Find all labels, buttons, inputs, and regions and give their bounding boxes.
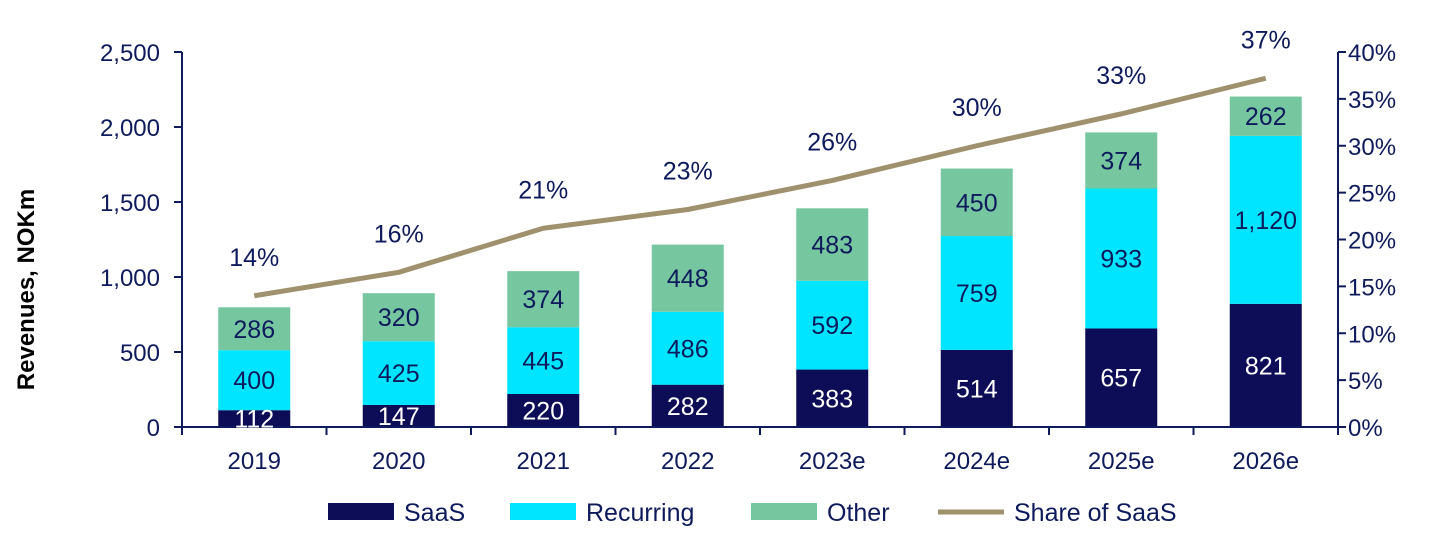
bar-recurring-2024e [940, 236, 1013, 350]
bar-saas-2019 [218, 410, 291, 427]
bar-saas-2020 [362, 404, 435, 427]
y-tick-label: 0 [147, 415, 160, 442]
data-label-saas-2024e: 514 [956, 375, 998, 403]
data-label-other-2025e: 374 [1100, 147, 1142, 175]
data-label-recurring-2022: 486 [667, 335, 709, 363]
y2-tick-label: 10% [1348, 321, 1396, 348]
x-tick-label-2022: 2022 [661, 448, 714, 475]
bar-other-2019 [218, 307, 291, 351]
data-label-recurring-2020: 425 [378, 360, 420, 388]
legend: SaaS Recurring Other Share of SaaS [328, 499, 1177, 527]
axes-layer: 0 500 1,000 1,500 2,000 2,500 0% 5% 10% 15% 20% 25%… [13, 40, 1396, 475]
legend-label-share-of-saas: Share of SaaS [1014, 499, 1177, 527]
y-tick-label: 2,000 [100, 115, 160, 142]
data-label-saas-2019: 112 [234, 406, 274, 434]
data-label-other-2024e: 450 [956, 189, 998, 217]
bar-other-2023e [796, 208, 869, 281]
data-label-saas-2022: 282 [667, 393, 709, 421]
bar-recurring-2019 [218, 350, 291, 411]
data-label-recurring-2025e: 933 [1100, 245, 1142, 273]
bar-saas-2021 [507, 394, 580, 427]
y2-tick-label: 35% [1348, 87, 1396, 114]
x-tick-label-2023e: 2023e [799, 448, 866, 475]
y2-tick-label: 0% [1348, 415, 1383, 442]
share-label-2023e: 26% [807, 128, 857, 156]
data-label-other-2020: 320 [378, 304, 420, 332]
data-label-other-2022: 448 [667, 265, 709, 293]
legend-label-saas: SaaS [404, 499, 465, 527]
bar-other-2024e [940, 168, 1013, 237]
share-of-saas-line [253, 75, 1267, 299]
bar-recurring-2022 [651, 311, 724, 385]
data-label-other-2023e: 483 [811, 232, 853, 260]
share-line-layer [253, 75, 1267, 299]
data-label-other-2019: 286 [233, 316, 275, 344]
data-label-saas-2021: 220 [522, 398, 564, 426]
y2-tick-label: 40% [1348, 40, 1396, 67]
y-tick-label: 1,000 [100, 265, 160, 292]
y2-tick-label: 30% [1348, 134, 1396, 161]
data-label-saas-2026e: 821 [1245, 352, 1287, 380]
data-label-recurring-2019: 400 [233, 367, 275, 395]
bar-recurring-2026e [1229, 135, 1302, 304]
y-axis-title: Revenues, NOKm [13, 189, 40, 390]
legend-swatch-saas [328, 503, 394, 520]
bar-recurring-2025e [1085, 188, 1158, 329]
share-label-2025e: 33% [1096, 62, 1146, 90]
data-label-saas-2023e: 383 [811, 385, 853, 413]
share-label-2026e: 37% [1241, 26, 1291, 54]
bar-saas-2023e [796, 369, 869, 427]
bar-other-2025e [1085, 132, 1158, 189]
data-label-other-2021: 374 [522, 286, 564, 314]
legend-swatch-other [751, 503, 817, 520]
y2-tick-label: 25% [1348, 181, 1396, 208]
share-label-2019: 14% [229, 244, 279, 272]
bar-other-2020 [362, 293, 435, 342]
y-tick-label: 1,500 [100, 190, 160, 217]
data-label-recurring-2024e: 759 [956, 280, 998, 308]
x-tick-label-2019: 2019 [228, 448, 281, 475]
share-label-2020: 16% [374, 220, 424, 248]
bar-saas-2025e [1085, 328, 1158, 427]
bar-saas-2022 [651, 384, 724, 427]
y2-tick-label: 20% [1348, 228, 1396, 255]
data-label-recurring-2026e: 1,120 [1234, 207, 1297, 235]
y-tick-label: 2,500 [100, 40, 160, 67]
x-tick-label-2025e: 2025e [1088, 448, 1155, 475]
x-tick-label-2020: 2020 [372, 448, 425, 475]
x-tick-label-2024e: 2024e [943, 448, 1010, 475]
legend-swatch-recurring [510, 503, 576, 520]
bar-recurring-2023e [796, 280, 869, 370]
y2-tick-label: 15% [1348, 274, 1396, 301]
y2-tick-label: 5% [1348, 368, 1383, 395]
share-label-2021: 21% [518, 176, 568, 204]
bar-saas-2024e [940, 349, 1013, 427]
bars-layer [218, 96, 1302, 427]
x-tick-label-2026e: 2026e [1232, 448, 1299, 475]
data-label-recurring-2021: 445 [522, 348, 564, 376]
bar-other-2021 [507, 271, 580, 328]
data-label-recurring-2023e: 592 [811, 312, 853, 340]
share-label-2022: 23% [663, 158, 713, 186]
labels-layer: 112 400 286 147 425 320 220 445 374 282 486 448 383 5… [229, 26, 1297, 433]
bar-other-2026e [1229, 96, 1302, 136]
legend-label-recurring: Recurring [586, 499, 694, 527]
data-label-saas-2025e: 657 [1100, 365, 1142, 393]
legend-label-other: Other [827, 499, 890, 527]
share-label-2024e: 30% [952, 94, 1002, 122]
bar-saas-2026e [1229, 303, 1302, 427]
bar-other-2022 [651, 244, 724, 312]
bar-recurring-2021 [507, 327, 580, 394]
data-label-saas-2020: 147 [378, 403, 420, 431]
x-tick-label-2021: 2021 [517, 448, 570, 475]
data-label-other-2026e: 262 [1245, 103, 1287, 131]
bar-recurring-2020 [362, 341, 435, 405]
y-tick-label: 500 [120, 340, 160, 367]
